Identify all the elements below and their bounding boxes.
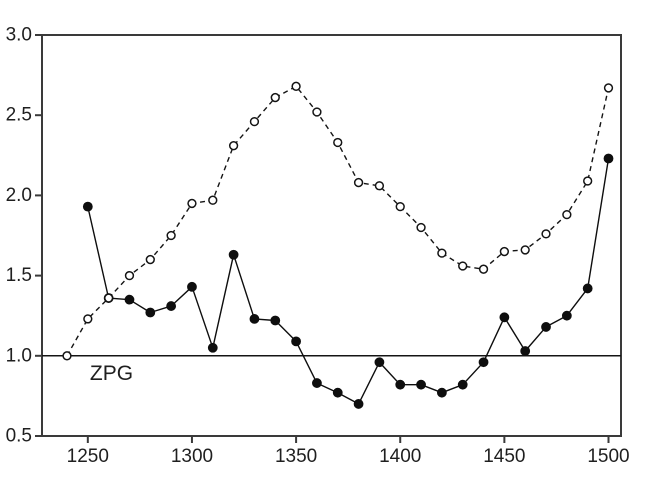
open-circle-marker xyxy=(437,248,447,258)
y-axis-tick-label: 2.5 xyxy=(6,105,32,126)
open-circle-marker xyxy=(333,137,343,148)
filled-circle-marker xyxy=(436,387,447,398)
filled-circle-marker xyxy=(478,357,489,368)
open-circle-marker xyxy=(83,314,93,324)
open-circle-marker xyxy=(208,195,218,205)
y-axis-tick-label: 1.5 xyxy=(6,265,32,286)
open-circle-marker xyxy=(353,177,364,188)
y-axis-tick-label: 1.0 xyxy=(6,345,32,366)
filled-circle-marker xyxy=(541,322,551,332)
open-circle-marker xyxy=(374,181,385,191)
open-circle-marker xyxy=(270,92,280,103)
open-circle-marker xyxy=(416,222,426,233)
plot-frame xyxy=(41,34,622,437)
filled-circle-marker xyxy=(374,357,385,368)
x-axis-tick-label: 1350 xyxy=(275,446,317,467)
open-circle-marker xyxy=(291,81,301,91)
y-axis-tick-label: 0.5 xyxy=(6,426,32,447)
open-circle-marker xyxy=(145,254,155,265)
open-circle-marker xyxy=(541,229,551,239)
open-circle-marker xyxy=(499,246,510,257)
x-axis-tick-label: 1400 xyxy=(379,446,421,467)
open-circle-marker xyxy=(166,230,176,241)
x-axis-tick-label: 1500 xyxy=(587,446,629,467)
open-circle-marker xyxy=(249,116,260,127)
filled-circle-solid-series-line xyxy=(87,158,610,405)
open-circle-marker xyxy=(583,176,593,186)
filled-circle-marker xyxy=(291,336,301,347)
filled-circle-marker xyxy=(353,399,364,409)
open-circle-marker xyxy=(187,198,197,209)
open-circle-marker xyxy=(458,261,468,271)
filled-circle-marker xyxy=(457,379,468,390)
filled-circle-marker xyxy=(124,294,135,305)
open-circle-marker xyxy=(562,209,572,220)
open-circle-marker xyxy=(103,293,114,303)
open-circle-marker xyxy=(520,245,530,255)
filled-circle-marker xyxy=(416,379,426,390)
open-circle-marker xyxy=(228,141,239,151)
filled-circle-marker xyxy=(82,201,93,212)
filled-circle-marker xyxy=(395,379,406,390)
open-circle-marker xyxy=(62,351,72,361)
open-circle-marker xyxy=(312,107,322,117)
filled-circle-marker xyxy=(228,249,239,260)
filled-circle-marker xyxy=(166,301,177,311)
filled-circle-marker xyxy=(603,153,614,164)
y-axis-tick-label: 2.0 xyxy=(6,185,32,206)
filled-circle-marker xyxy=(187,281,197,292)
open-circle-marker xyxy=(124,270,135,281)
filled-circle-marker xyxy=(520,346,531,356)
filled-circle-marker xyxy=(145,307,156,318)
filled-circle-marker xyxy=(332,387,343,398)
y-axis-tick-label: 3.0 xyxy=(6,25,32,46)
filled-circle-marker xyxy=(312,378,322,388)
filled-circle-marker xyxy=(499,312,510,323)
filled-circle-marker xyxy=(561,310,572,321)
filled-circle-marker xyxy=(249,314,260,324)
x-axis-tick-label: 1250 xyxy=(67,446,109,467)
filled-circle-marker xyxy=(207,342,218,353)
open-circle-marker xyxy=(395,201,405,212)
open-circle-marker xyxy=(478,264,489,274)
open-circle-marker xyxy=(603,83,614,93)
x-axis-tick-label: 1450 xyxy=(483,446,525,467)
filled-circle-marker xyxy=(270,315,281,326)
zpg-reference-line-label: ZPG xyxy=(90,362,133,385)
x-axis-tick-label: 1300 xyxy=(171,446,213,467)
filled-circle-marker xyxy=(582,283,593,294)
